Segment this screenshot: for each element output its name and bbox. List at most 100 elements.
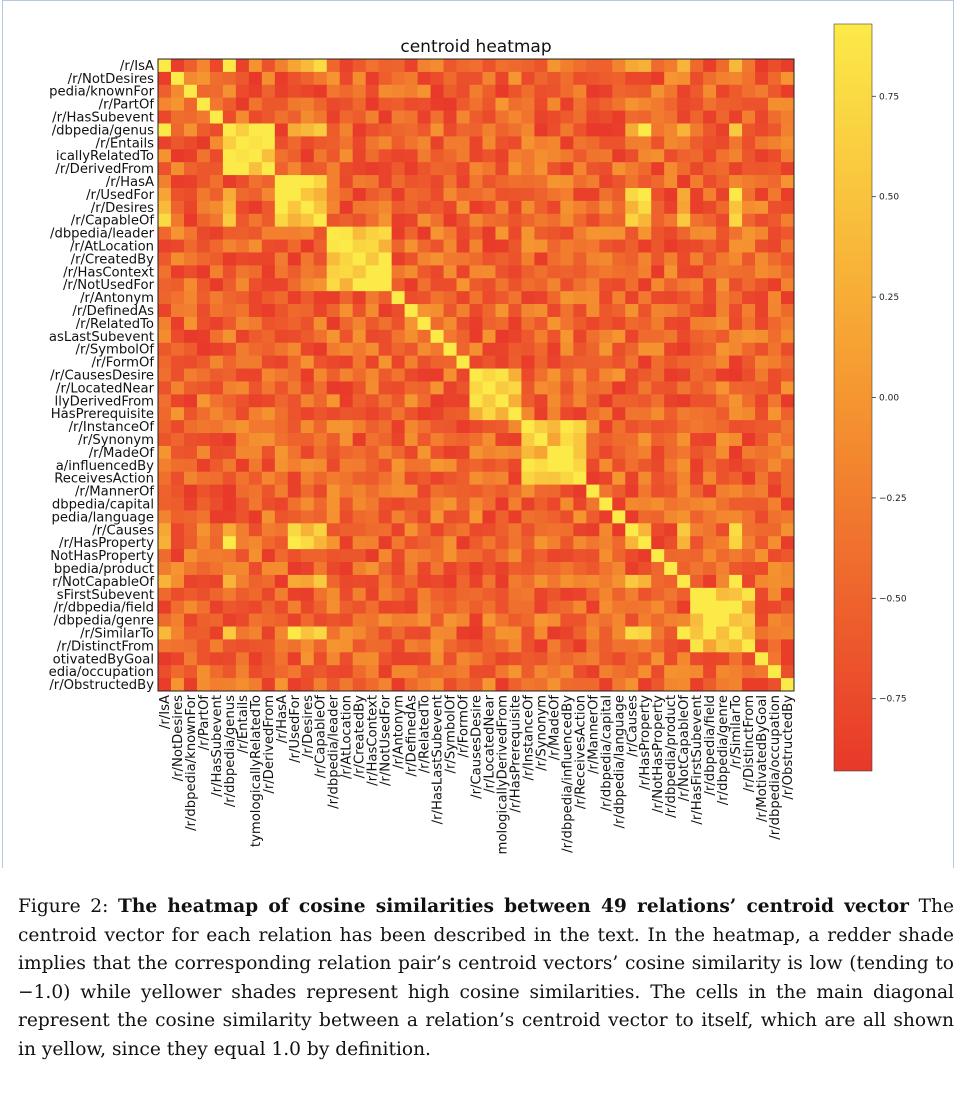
heatmap-cell [326,678,341,692]
heatmap-cell [612,458,626,473]
heatmap-cell [287,110,302,124]
heatmap-cell [313,175,328,189]
heatmap-cell [339,136,354,150]
heatmap-cell [261,213,276,228]
heatmap-cell [560,433,574,447]
heatmap-cell [625,458,639,473]
heatmap-cell [625,226,639,240]
heatmap-cell [443,394,457,408]
heatmap-cell [742,110,756,124]
heatmap-cell [521,523,535,537]
heatmap-cell [742,265,756,279]
heatmap-cell [274,123,289,137]
heatmap-cell [365,355,380,369]
heatmap-cell [352,252,367,266]
heatmap-cell [313,162,328,176]
heatmap-cell [651,136,665,150]
heatmap-cell [547,613,561,627]
heatmap-cell [521,278,535,292]
heatmap-cell [716,291,730,305]
heatmap-cell [391,445,406,460]
heatmap-cell [495,587,509,602]
heatmap-cell [768,316,782,331]
heatmap-cell [248,458,263,473]
heatmap-cell [339,613,354,627]
heatmap-cell [417,420,431,434]
heatmap-cell [209,278,224,292]
heatmap-cell [158,381,172,395]
heatmap-cell [690,149,704,163]
heatmap-cell [248,226,263,240]
heatmap-cell [300,304,315,318]
heatmap-cell [209,497,224,511]
heatmap-cell [703,239,717,253]
heatmap-cell [248,71,263,86]
heatmap-cell [482,626,496,640]
heatmap-cell [404,536,418,550]
heatmap-cell [534,239,548,253]
heatmap-cell [625,329,639,344]
heatmap-cell [430,252,444,266]
heatmap-cell [365,304,380,318]
heatmap-cell [586,97,600,111]
heatmap-cell [638,355,652,369]
heatmap-cell [326,639,341,653]
heatmap-cell [534,329,548,344]
heatmap-cell [158,574,172,589]
heatmap-cell [352,149,367,163]
heatmap-cell [508,355,522,369]
heatmap-cell [352,368,367,382]
heatmap-cell [326,420,341,434]
heatmap-cell [612,110,626,124]
heatmap-cell [417,278,431,292]
heatmap-cell [651,574,665,589]
heatmap-cell [690,187,704,202]
heatmap-cell [378,84,393,99]
heatmap-cell [469,678,483,692]
heatmap-cell [430,342,444,357]
heatmap-cell [456,149,470,163]
heatmap-cell [378,200,393,215]
heatmap-cell [612,239,626,253]
heatmap-cell [716,471,730,486]
heatmap-cell [287,562,302,576]
heatmap-cell [586,149,600,163]
heatmap-cell [599,445,613,460]
heatmap-cell [378,71,393,86]
heatmap-cell [158,394,172,408]
heatmap-cell [508,278,522,292]
heatmap-cell [365,97,380,111]
heatmap-cell [404,110,418,124]
heatmap-cell [781,536,795,550]
heatmap-cell [482,523,496,537]
heatmap-cell [183,626,198,640]
x-tick-label: /r/SymbolOf [444,695,459,774]
heatmap-cell [781,278,795,292]
heatmap-cell [196,536,211,550]
heatmap-cell [274,562,289,576]
heatmap-cell [599,84,613,99]
heatmap-cell [183,639,198,653]
heatmap-cell [482,678,496,692]
heatmap-cell [521,433,535,447]
heatmap-cell [183,149,198,163]
heatmap-cell [326,213,341,228]
heatmap-cell [222,84,237,99]
heatmap-cell [729,562,743,576]
y-tick-label: /r/MadeOf [89,446,155,461]
heatmap-cell [378,497,393,511]
heatmap-cell [443,471,457,486]
heatmap-cell [443,433,457,447]
heatmap-cell [313,59,328,73]
heatmap-cell [781,252,795,266]
heatmap-cell [183,497,198,511]
heatmap-cell [430,665,444,679]
heatmap-cell [300,329,315,344]
heatmap-cell [235,587,250,602]
heatmap-cell [482,484,496,498]
heatmap-cell [729,226,743,240]
heatmap-cell [482,123,496,137]
heatmap-cell [521,394,535,408]
heatmap-cell [378,574,393,589]
heatmap-cell [716,652,730,666]
